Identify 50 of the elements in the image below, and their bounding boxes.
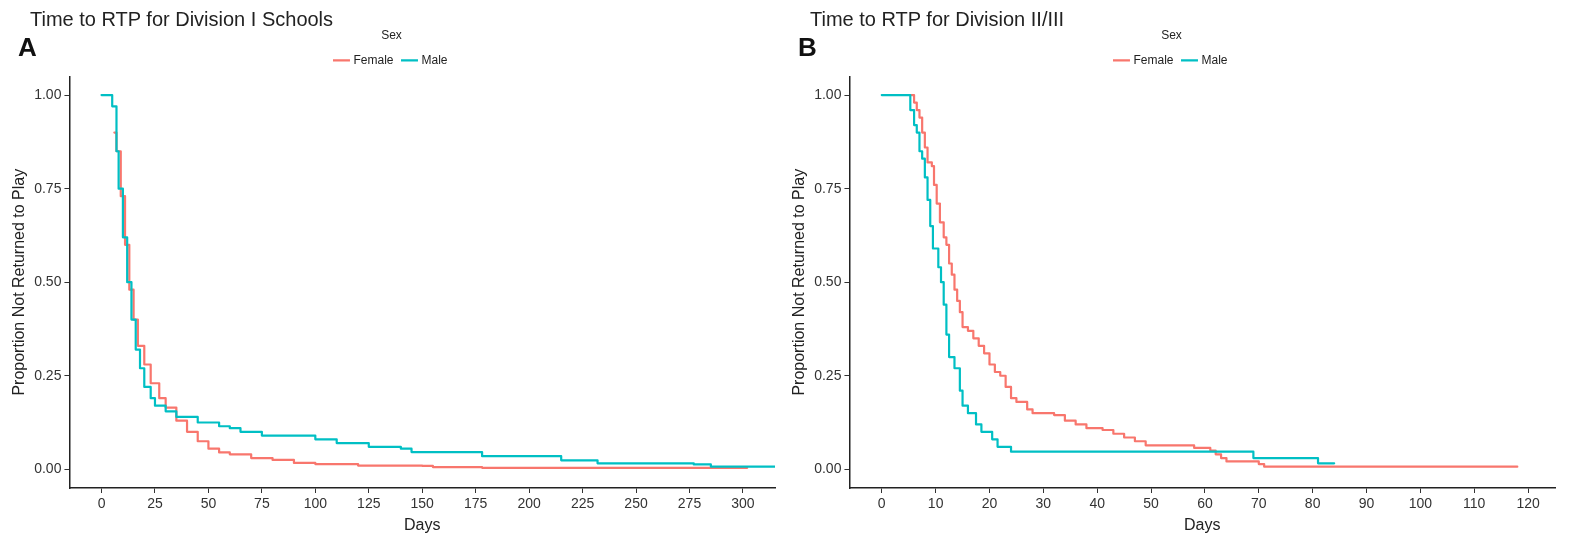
y-tick-label: 0.50 — [34, 273, 62, 290]
y-tick-label: 0.75 — [34, 179, 62, 196]
x-tick-label: 30 — [1035, 495, 1052, 512]
x-axis-title: Days — [404, 515, 441, 533]
x-tick-label: 120 — [1516, 495, 1540, 512]
x-tick-label: 275 — [677, 495, 702, 512]
y-tick-label: 0.25 — [814, 366, 842, 383]
legend-label: Female — [353, 52, 394, 67]
text: A — [18, 32, 37, 63]
x-tick-label: 50 — [200, 495, 217, 512]
x-tick-label: 150 — [410, 495, 435, 512]
text: B — [798, 32, 817, 63]
legend-title: Sex — [381, 28, 402, 43]
x-tick-label: 100 — [303, 495, 328, 512]
legend-label: Female — [1133, 52, 1174, 67]
x-tick-label: 50 — [1143, 495, 1160, 512]
y-tick-label: 0.75 — [814, 179, 842, 196]
chart-title: Time to RTP for Division II/III — [809, 8, 1066, 30]
x-axis-title: Days — [1184, 515, 1221, 533]
x-tick-label: 80 — [1304, 495, 1321, 512]
x-tick-label: 25 — [147, 495, 163, 512]
y-tick-label: 1.00 — [814, 85, 842, 102]
x-tick-label: 90 — [1358, 495, 1375, 512]
legend-label: Male — [1201, 52, 1228, 67]
x-tick-label: 0 — [877, 495, 886, 512]
x-tick-label: 0 — [97, 495, 106, 512]
y-tick-label: 0.00 — [814, 460, 842, 477]
y-tick-label: 0.50 — [814, 273, 842, 290]
x-tick-label: 110 — [1463, 495, 1486, 512]
y-tick-label: 1.00 — [34, 85, 62, 102]
y-axis-title: Proportion Not Returned to Play — [790, 168, 808, 396]
x-tick-label: 250 — [624, 495, 648, 512]
legend-label: Male — [421, 52, 448, 67]
x-tick-label: 200 — [517, 495, 542, 512]
y-tick-label: 0.25 — [34, 366, 62, 383]
x-tick-label: 225 — [570, 495, 595, 512]
x-tick-label: 125 — [357, 495, 381, 512]
x-tick-label: 300 — [731, 495, 755, 512]
x-tick-label: 75 — [254, 495, 270, 512]
chart-title: Time to RTP for Division I Schools — [29, 8, 335, 30]
x-tick-label: 40 — [1089, 495, 1106, 512]
legend-title: Sex — [1161, 28, 1182, 43]
x-tick-label: 60 — [1197, 495, 1213, 512]
y-tick-label: 0.00 — [34, 460, 62, 477]
x-tick-label: 10 — [927, 495, 944, 512]
x-tick-label: 20 — [981, 495, 998, 512]
x-tick-label: 100 — [1408, 495, 1433, 512]
y-axis-title: Proportion Not Returned to Play — [10, 168, 28, 396]
x-tick-label: 175 — [464, 495, 488, 512]
x-tick-label: 70 — [1250, 495, 1267, 512]
